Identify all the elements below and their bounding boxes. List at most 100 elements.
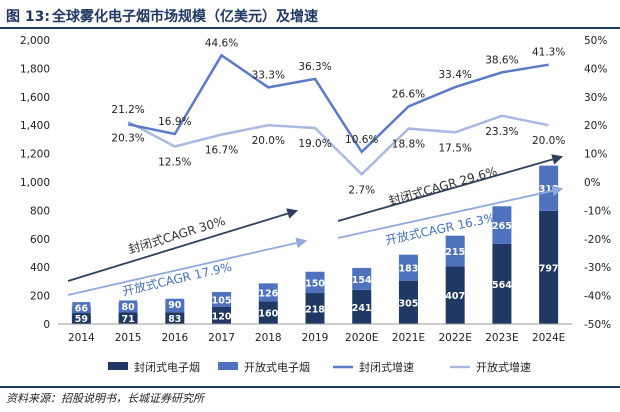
closed-growth-label: 10.6% — [345, 134, 378, 146]
cagr-arrow — [337, 154, 564, 222]
x-tick-label: 2019 — [302, 332, 329, 344]
closed-growth-label: 44.6% — [205, 37, 238, 49]
bar-closed-value-label: 59 — [75, 314, 88, 325]
bar-open-value-label: 215 — [445, 247, 465, 258]
legend-label: 开放式电子烟 — [244, 360, 310, 374]
bar-closed-label-bg — [492, 278, 511, 290]
bar-open-value-label: 183 — [399, 264, 419, 275]
source-note: 资料来源：招股说明书，长城证券研究所 — [6, 392, 204, 405]
legend-label: 封闭式电子烟 — [134, 360, 200, 374]
cagr-arrow — [67, 208, 299, 282]
legend-swatch-open — [218, 362, 238, 370]
x-tick-label: 2021E — [392, 332, 425, 344]
bar-open-value-label: 80 — [121, 302, 135, 313]
chart-title: 全球雾化电子烟市场规模（亿美元）及增速 — [52, 9, 318, 25]
open-growth-label: 20.0% — [532, 135, 565, 147]
cagr-arrow — [67, 237, 308, 296]
y-right-tick-label: 50% — [584, 35, 607, 47]
x-tick-label: 2023E — [485, 332, 518, 344]
open-growth-label: 20.0% — [252, 135, 285, 147]
bar-open-label-bg — [539, 182, 558, 194]
bar-closed-label-bg — [446, 289, 465, 301]
y-right-tick-label: -30% — [584, 262, 611, 274]
bar-open-value-label: 265 — [492, 221, 512, 232]
y-right-tick-label: 10% — [584, 149, 607, 161]
legend-swatch-closed — [108, 362, 128, 370]
bar-open-label-bg — [259, 286, 278, 298]
y-left-tick-label: 800 — [30, 205, 50, 217]
bar-closed-label-bg — [399, 296, 418, 308]
bar-closed-value-label: 218 — [305, 305, 325, 316]
open-growth-label: 16.7% — [205, 145, 238, 157]
bar-closed-value-label: 160 — [258, 309, 278, 320]
bar-closed-value-label: 407 — [445, 291, 465, 302]
y-left-tick-label: 1,200 — [20, 149, 50, 161]
closed-growth-label: 20.3% — [111, 132, 144, 144]
x-tick-label: 2020E — [345, 332, 378, 344]
bar-closed-label-bg — [352, 301, 371, 313]
source-divider — [0, 386, 620, 388]
bar-closed-value-label: 71 — [121, 314, 134, 325]
legend: 封闭式电子烟 开放式电子烟 封闭式增速 开放式增速 — [108, 360, 531, 374]
bar-closed-value-label: 83 — [168, 314, 181, 325]
y-left-tick-label: 1,600 — [20, 92, 50, 104]
bar-closed-label-bg — [212, 309, 231, 321]
x-tick-label: 2017 — [208, 332, 235, 344]
bar-closed-label-bg — [165, 312, 184, 324]
bar-open-label-bg — [119, 300, 138, 312]
y-right-tick-label: 20% — [584, 120, 607, 132]
y-left-tick-label: 400 — [30, 262, 50, 274]
open-growth-label: 23.3% — [485, 126, 518, 138]
open-growth-label: 18.8% — [392, 139, 425, 151]
bar-open-value-label: 150 — [305, 278, 325, 289]
bar-open-value-label: 90 — [168, 300, 182, 311]
bar-open-label-bg — [72, 302, 91, 314]
y-right-tick-label: 30% — [584, 92, 607, 104]
y-right-tick-label: -10% — [584, 205, 611, 217]
bar-closed-label-bg — [259, 307, 278, 319]
line-open-growth — [127, 114, 549, 177]
y-left-tick-label: 0 — [43, 319, 50, 331]
bar-open-value-label: 318 — [539, 184, 559, 195]
bar-closed-value-label: 305 — [399, 298, 419, 309]
y-right-tick-label: 40% — [584, 63, 607, 75]
bar-closed-value-label: 120 — [212, 311, 232, 322]
legend-label: 封闭式增速 — [359, 360, 414, 374]
closed-growth-label: 33.4% — [439, 69, 472, 81]
right-axis: -50% -40% -30% -20% -10% 0% 10% 20% 30% 40% 50% — [584, 35, 611, 331]
legend-label: 开放式增速 — [476, 360, 531, 374]
bar-closed-label-bg — [72, 312, 91, 324]
closed-growth-label: 26.6% — [392, 88, 425, 100]
open-growth-label: 17.5% — [439, 142, 472, 154]
bar-open-value-label: 66 — [75, 304, 89, 315]
cagr-annotation: 封闭式CAGR 29.6% — [387, 164, 498, 208]
left-axis: 0 200 400 600 800 1,000 1,200 1,400 1,600 1,800 2,… — [20, 35, 50, 331]
bar-open-value-label: 105 — [212, 296, 232, 307]
bar-open-label-bg — [399, 262, 418, 274]
y-right-tick-label: -40% — [584, 291, 611, 303]
bar-open-label-bg — [306, 276, 324, 288]
chart: 0 200 400 600 800 1,000 1,200 1,400 1,600 1,800 2,… — [20, 35, 611, 374]
title-bar: 图 13: 全球雾化电子烟市场规模（亿美元）及增速 — [0, 0, 620, 29]
bar-closed-value-label: 797 — [539, 263, 559, 274]
y-right-tick-label: -50% — [584, 319, 611, 331]
closed-growth-label: 16.9% — [158, 116, 191, 128]
y-left-tick-label: 1,000 — [20, 177, 50, 189]
bar-closed-label-bg — [306, 303, 324, 315]
bar-closed-value-label: 241 — [352, 303, 372, 314]
bar-open-label-bg — [212, 294, 231, 306]
x-tick-label: 2024E — [532, 332, 565, 344]
y-left-tick-label: 600 — [30, 234, 50, 246]
closed-growth-label: 36.3% — [298, 61, 331, 73]
open-growth-label: 21.2% — [111, 104, 144, 116]
open-growth-label: 2.7% — [348, 184, 375, 196]
closed-growth-label: 38.6% — [485, 54, 518, 66]
bar-open-value-label: 126 — [258, 288, 278, 299]
x-tick-label: 2014 — [68, 332, 95, 344]
cagr-arrow — [337, 185, 564, 239]
y-left-tick-label: 1,400 — [20, 120, 50, 132]
line-closed-growth — [127, 53, 549, 154]
closed-growth-label: 33.3% — [252, 69, 285, 81]
figure-label: 图 13: — [6, 9, 50, 25]
